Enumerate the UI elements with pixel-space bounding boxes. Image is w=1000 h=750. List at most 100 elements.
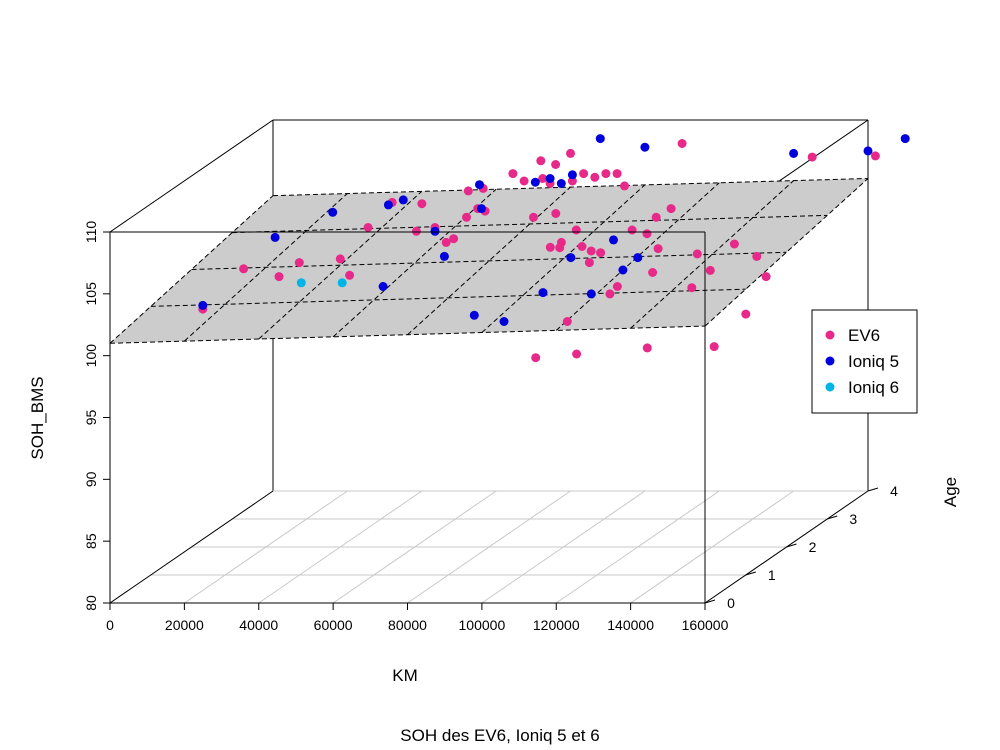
data-point-ioniq-5 [567,170,577,180]
data-point-ioniq-5 [595,134,605,144]
data-point-ev6 [705,265,715,275]
data-point-ioniq-5 [863,146,873,156]
x-tick-label: 120000 [533,617,580,633]
y-tick [867,487,879,492]
plane-grid-line [258,191,423,340]
box-edge [109,119,274,233]
data-point-ev6 [870,151,880,161]
z-tick-label: 90 [83,471,99,487]
data-point-ev6 [620,181,629,191]
data-point-ioniq-5 [499,317,509,326]
y-tick [704,599,716,604]
data-point-ev6 [584,258,594,268]
data-point-ioniq-5 [538,288,548,298]
y-tick [827,515,838,520]
data-point-ev6 [692,249,702,259]
box-edge [109,490,274,604]
data-point-ev6 [411,226,421,236]
data-point-ev6 [605,289,615,299]
data-point-ev6 [586,246,596,256]
data-point-ev6 [363,223,373,232]
legend-marker-ev6 [825,330,835,340]
data-point-ev6 [612,282,622,291]
data-point-ev6 [551,209,561,218]
data-point-ioniq-5 [198,300,208,310]
data-point-ioniq-5 [378,282,388,291]
data-point-ev6 [567,176,577,186]
plane-grid-line [109,195,274,344]
data-point-ev6 [666,204,676,214]
y-tick [745,571,756,576]
y-tick-label: 3 [849,511,857,527]
data-point-ev6 [417,199,427,209]
data-point-ev6 [601,169,611,179]
x-tick-label: 40000 [239,617,278,633]
chart-caption: SOH des EV6, Ioniq 5 et 6 [400,726,599,745]
x-tick-label: 20000 [165,617,204,633]
data-point-ioniq-5 [556,179,566,188]
data-point-ev6 [612,169,622,179]
plane-grid-line [407,186,571,336]
y-axis: 0 1 2 3 4 [704,483,898,611]
z-tick-label: 80 [83,595,99,611]
data-point-ev6 [519,176,529,186]
data-point-ev6 [335,254,345,264]
data-point-ioniq-5 [566,253,576,263]
z-axis: 80 85 90 95 100 105 110 [83,221,110,611]
data-point-ev6 [807,152,817,162]
x-tick-label: 160000 [682,617,729,633]
data-point-ioniq-5 [439,251,449,261]
x-tick-label: 140000 [607,617,654,633]
data-point-ioniq-5 [609,235,618,245]
y-tick-label: 2 [809,539,817,555]
data-point-ev6 [577,242,587,251]
data-point-ioniq-5 [476,204,486,214]
data-point-ev6 [651,212,661,222]
data-point-ev6 [508,169,518,179]
data-point-ev6 [562,317,572,326]
y-tick [786,543,797,548]
data-point-ev6 [566,148,575,158]
data-point-ioniq-5 [530,177,540,187]
data-point-ev6 [687,283,697,293]
floor-grid [109,490,869,604]
z-tick-label: 110 [83,221,99,244]
data-point-ev6 [536,156,546,166]
data-point-ioniq-6 [337,278,347,288]
data-point-ioniq-5 [469,310,479,320]
data-point-ioniq-5 [586,289,596,299]
data-point-ev6 [463,186,473,196]
data-points [198,134,910,363]
data-point-ev6 [345,270,355,280]
plane-grid-line [481,184,646,333]
plane-grid-line [630,180,794,329]
data-point-ev6 [531,353,541,363]
data-point-ev6 [239,264,249,274]
data-point-ioniq-5 [545,174,555,183]
data-point-ev6 [545,242,555,252]
x-tick-label: 100000 [459,617,506,633]
regression-plane [109,177,869,344]
z-tick-label: 95 [83,410,99,426]
data-point-ev6 [462,212,471,222]
data-point-ioniq-5 [430,226,440,236]
data-point-ioniq-5 [789,148,799,158]
data-point-ev6 [294,258,304,268]
data-point-ev6 [555,243,565,253]
x-tick-label: 60000 [314,617,353,633]
legend: EV6 Ioniq 5 Ioniq 6 [811,309,918,414]
data-point-ev6 [572,349,582,359]
legend-label-ev6: EV6 [848,326,880,345]
data-point-ev6 [596,248,606,258]
legend-marker-ioniq-6 [825,382,835,392]
data-point-ev6 [590,172,600,182]
data-point-ev6 [538,174,548,183]
z-tick-label: 105 [83,282,99,306]
data-point-ioniq-5 [328,207,338,217]
data-point-ev6 [441,237,451,247]
data-point-ioniq-5 [270,232,280,242]
data-point-ev6 [677,139,687,148]
legend-marker-ioniq-5 [825,356,835,366]
z-tick-label: 100 [83,344,99,368]
